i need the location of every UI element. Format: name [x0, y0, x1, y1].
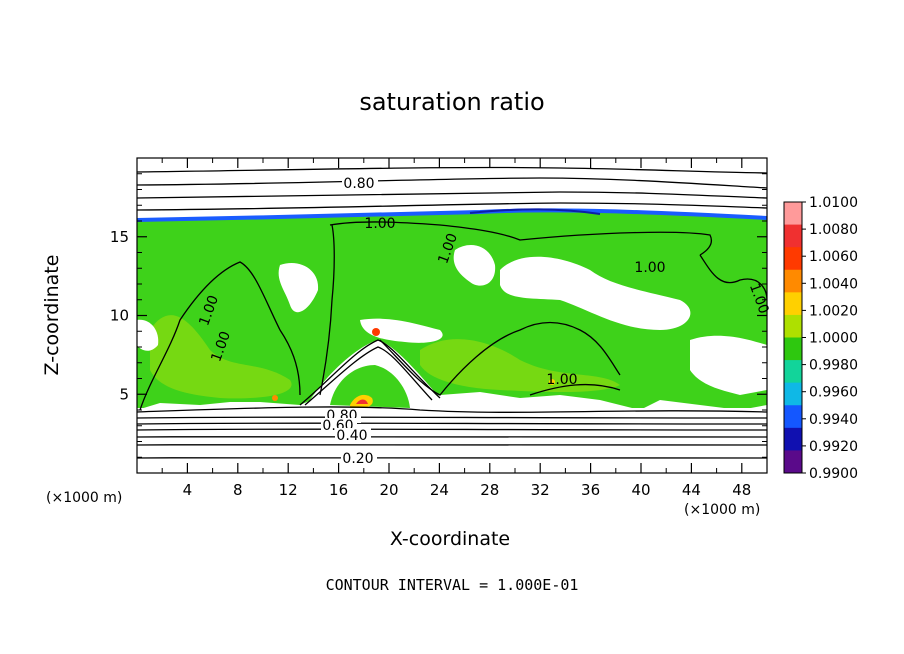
x-tick-label: 16 [329, 481, 348, 499]
colorbar-label: 0.9900 [809, 466, 858, 482]
dry-region [278, 262, 319, 313]
x-tick-label: 48 [732, 481, 751, 499]
x-tick-label: 12 [279, 481, 298, 499]
contour-label: 1.00 [364, 216, 395, 232]
colorbar-swatch [784, 314, 802, 338]
colorbar-swatch [784, 360, 802, 384]
colorbar-swatch [784, 405, 802, 429]
contour-interval-note: CONTOUR INTERVAL = 1.000E-01 [325, 576, 579, 594]
yellow-green-patch [420, 339, 620, 393]
y-tick-label: 5 [119, 385, 129, 403]
contour-label-bg [341, 451, 377, 466]
dry-region [690, 335, 767, 395]
x-tick-label: 40 [631, 481, 650, 499]
red-core [356, 399, 368, 404]
y-axis: 5 10 15 [110, 173, 767, 458]
contour-label: 0.80 [343, 176, 374, 192]
dry-region [360, 318, 443, 343]
y-tick-label: 15 [110, 228, 129, 246]
y-axis-label: Z-coordinate [41, 254, 63, 376]
contour-lines [137, 166, 767, 459]
x-tick-label: 24 [430, 481, 449, 499]
x-tick-label: 20 [379, 481, 398, 499]
contour-label: 0.40 [336, 428, 367, 444]
colorbar: 1.0100 1.0080 1.0060 1.0040 1.0020 1.0000 0.99… [783, 195, 858, 482]
y-tick-label: 10 [110, 307, 129, 325]
x-tick-label: 32 [531, 481, 550, 499]
contour-100 [329, 221, 712, 256]
dry-region [137, 319, 159, 351]
x-axis-label: X-coordinate [389, 528, 511, 550]
dry-region [453, 245, 496, 286]
colorbar-swatch [784, 202, 802, 226]
dry-region [500, 256, 691, 330]
chart-title: saturation ratio [359, 88, 545, 116]
colorbar-label: 1.0000 [809, 331, 858, 347]
x-unit-left: (×1000 m) [46, 490, 123, 506]
orange-spot [549, 379, 555, 385]
colorbar-swatch [784, 224, 802, 248]
x-tick-label: 36 [581, 481, 600, 499]
contour-label-bg [342, 176, 378, 191]
yellow-green-patch [150, 315, 292, 399]
colorbar-label: 0.9940 [809, 412, 858, 428]
saturation-field [137, 158, 767, 473]
colorbar-label: 0.9980 [809, 358, 858, 374]
contour-label: 1.00 [546, 372, 577, 388]
x-unit-right: (×1000 m) [684, 502, 761, 518]
colorbar-label: 1.0080 [809, 222, 858, 238]
red-spot [372, 328, 380, 336]
x-tick-label: 8 [233, 481, 243, 499]
colorbar-label: 1.0060 [809, 249, 858, 265]
orange-spot [272, 395, 278, 401]
colorbar-label: 0.9920 [809, 439, 858, 455]
contour-label: 0.20 [342, 451, 373, 467]
lower-stable-layer [137, 408, 767, 473]
dark-blue-rim [469, 208, 601, 215]
colorbar-swatch [784, 247, 802, 271]
colorbar-label: 1.0020 [809, 303, 858, 319]
x-tick-label: 4 [183, 481, 193, 499]
green-dome [330, 365, 410, 408]
colorbar-swatch [784, 269, 802, 293]
colorbar-label: 0.9960 [809, 385, 858, 401]
colorbar-label: 1.0100 [809, 195, 858, 211]
colorbar-swatch [784, 382, 802, 406]
contour-label: 1.00 [634, 260, 665, 276]
x-tick-label: 44 [682, 481, 701, 499]
colorbar-swatch [784, 427, 802, 451]
contour-080 [137, 177, 767, 189]
x-tick-label: 28 [480, 481, 499, 499]
colorbar-swatch [784, 337, 802, 361]
colorbar-label: 1.0040 [809, 276, 858, 292]
colorbar-swatch [784, 450, 802, 474]
x-axis: 4 8 12 16 20 24 28 32 36 40 44 48 [161, 158, 751, 499]
contour-label-bg [335, 428, 371, 443]
colorbar-swatch [784, 292, 802, 316]
